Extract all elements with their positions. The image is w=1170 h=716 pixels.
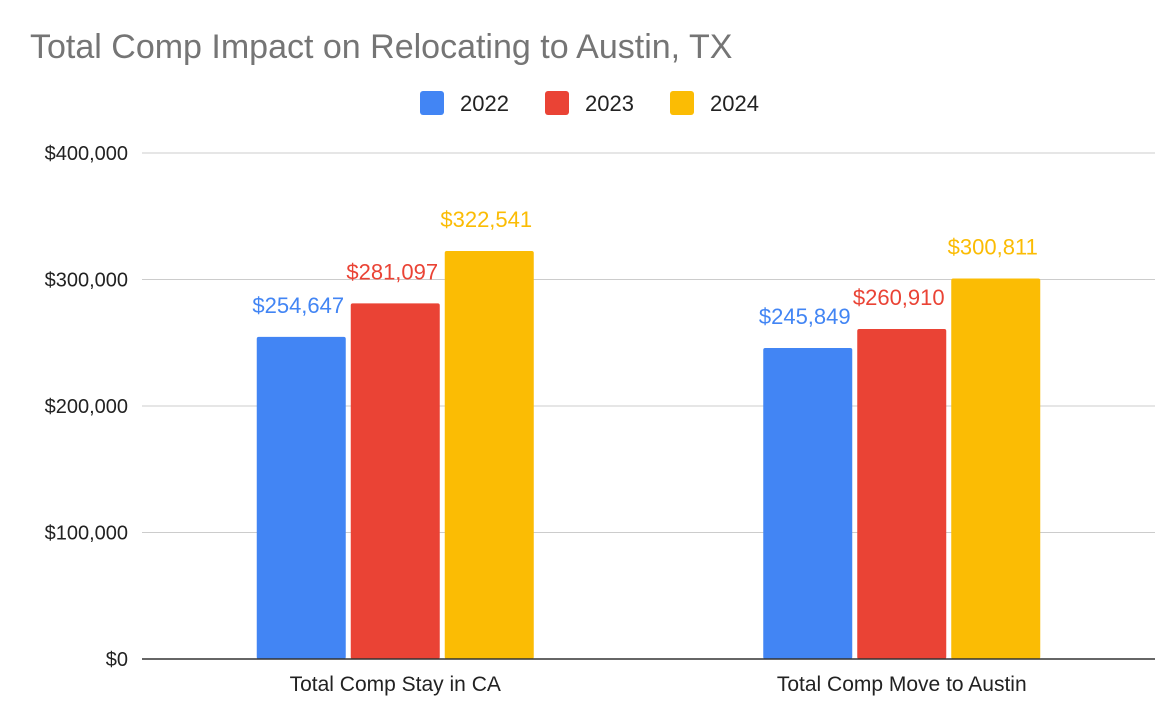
bar-2023-stay-in-ca [350,303,440,659]
legend-item-2023: 2023 [545,91,634,116]
data-label: $245,849 [759,304,851,329]
bar-2022-stay-in-ca [256,336,346,659]
bars [256,250,1041,659]
bar-2022-move-to-austin [763,348,853,659]
bar-2023-move-to-austin [857,328,947,659]
chart-title: Total Comp Impact on Relocating to Austi… [30,28,732,66]
data-labels: $254,647$281,097 $322,541 $245,849$260,910… [252,207,1037,329]
legend-label: 2024 [710,91,759,116]
legend-swatch [670,91,694,115]
y-tick-label: $300,000 [45,270,128,292]
bar-2024-stay-in-ca [444,250,534,659]
y-tick-label: $200,000 [45,396,128,418]
legend: 2022 2023 2024 [420,91,759,116]
data-label: $254,647 [252,293,344,318]
x-category-label: Total Comp Move to Austin [777,673,1027,696]
data-label: $322,541 [440,207,532,232]
y-tick-label: $0 [106,649,128,671]
legend-swatch [420,91,444,115]
legend-item-2022: 2022 [420,91,509,116]
legend-label: 2022 [460,91,509,116]
x-axis: Total Comp Stay in CA Total Comp Move to … [142,658,1155,696]
y-tick-label: $400,000 [45,143,128,165]
y-tick-label: $100,000 [45,523,128,545]
bar-2024-move-to-austin [951,278,1041,659]
data-label: $260,910 [853,285,945,310]
x-category-label: Total Comp Stay in CA [290,673,501,696]
legend-item-2024: 2024 [670,91,759,116]
data-label: $281,097 [346,259,438,284]
y-axis: $0 $100,000 $200,000 $300,000 $400,000 [45,143,128,671]
legend-swatch [545,91,569,115]
legend-label: 2023 [585,91,634,116]
data-label: $300,811 [948,234,1038,259]
